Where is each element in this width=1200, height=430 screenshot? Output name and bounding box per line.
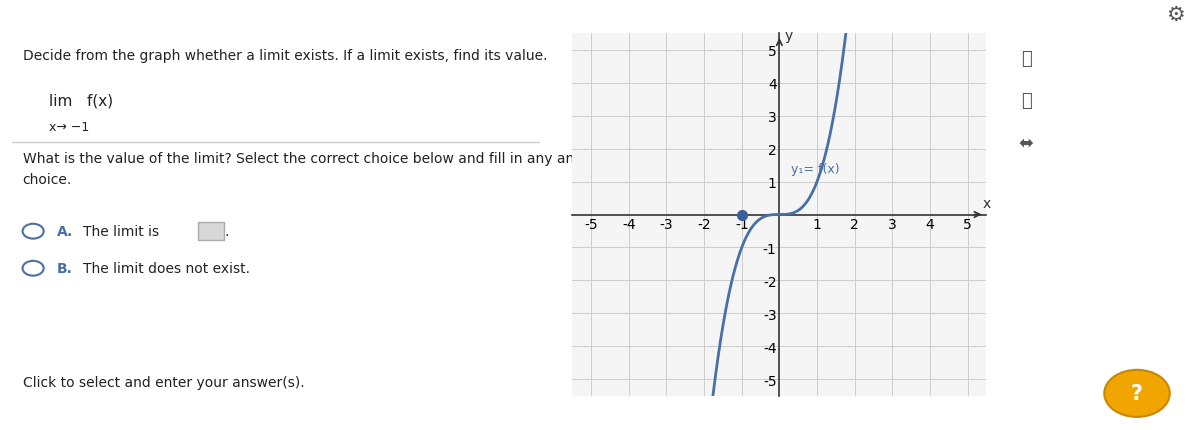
- Text: y: y: [785, 29, 793, 43]
- Text: ⚙: ⚙: [1165, 5, 1184, 25]
- Text: x→ −1: x→ −1: [49, 121, 89, 134]
- Text: The limit is: The limit is: [83, 224, 160, 239]
- Text: x: x: [983, 196, 990, 210]
- Text: The limit does not exist.: The limit does not exist.: [83, 261, 251, 276]
- Text: B.: B.: [56, 261, 73, 276]
- Text: A.: A.: [56, 224, 73, 239]
- Text: ⬌: ⬌: [1019, 135, 1033, 153]
- Text: Decide from the graph whether a limit exists. If a limit exists, find its value.: Decide from the graph whether a limit ex…: [23, 49, 547, 62]
- FancyBboxPatch shape: [198, 223, 224, 241]
- Text: 🔍: 🔍: [1021, 92, 1031, 110]
- Text: ?: ?: [1132, 384, 1142, 403]
- Text: lim   f(x): lim f(x): [49, 93, 113, 108]
- Text: What is the value of the limit? Select the correct choice below and fill in any : What is the value of the limit? Select t…: [23, 152, 704, 187]
- Text: 🔍: 🔍: [1021, 49, 1031, 68]
- Text: y₁= f(x): y₁= f(x): [791, 163, 839, 175]
- Circle shape: [1104, 370, 1170, 417]
- Text: Click to select and enter your answer(s).: Click to select and enter your answer(s)…: [23, 375, 304, 389]
- Text: .: .: [224, 224, 229, 239]
